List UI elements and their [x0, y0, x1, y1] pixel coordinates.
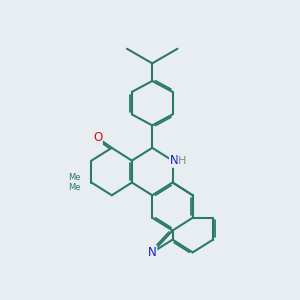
Text: O: O [93, 131, 102, 144]
Text: N: N [148, 246, 157, 259]
Text: Me: Me [68, 184, 81, 193]
Text: Me: Me [68, 172, 81, 182]
Text: H: H [178, 156, 187, 166]
Text: N: N [170, 154, 178, 167]
